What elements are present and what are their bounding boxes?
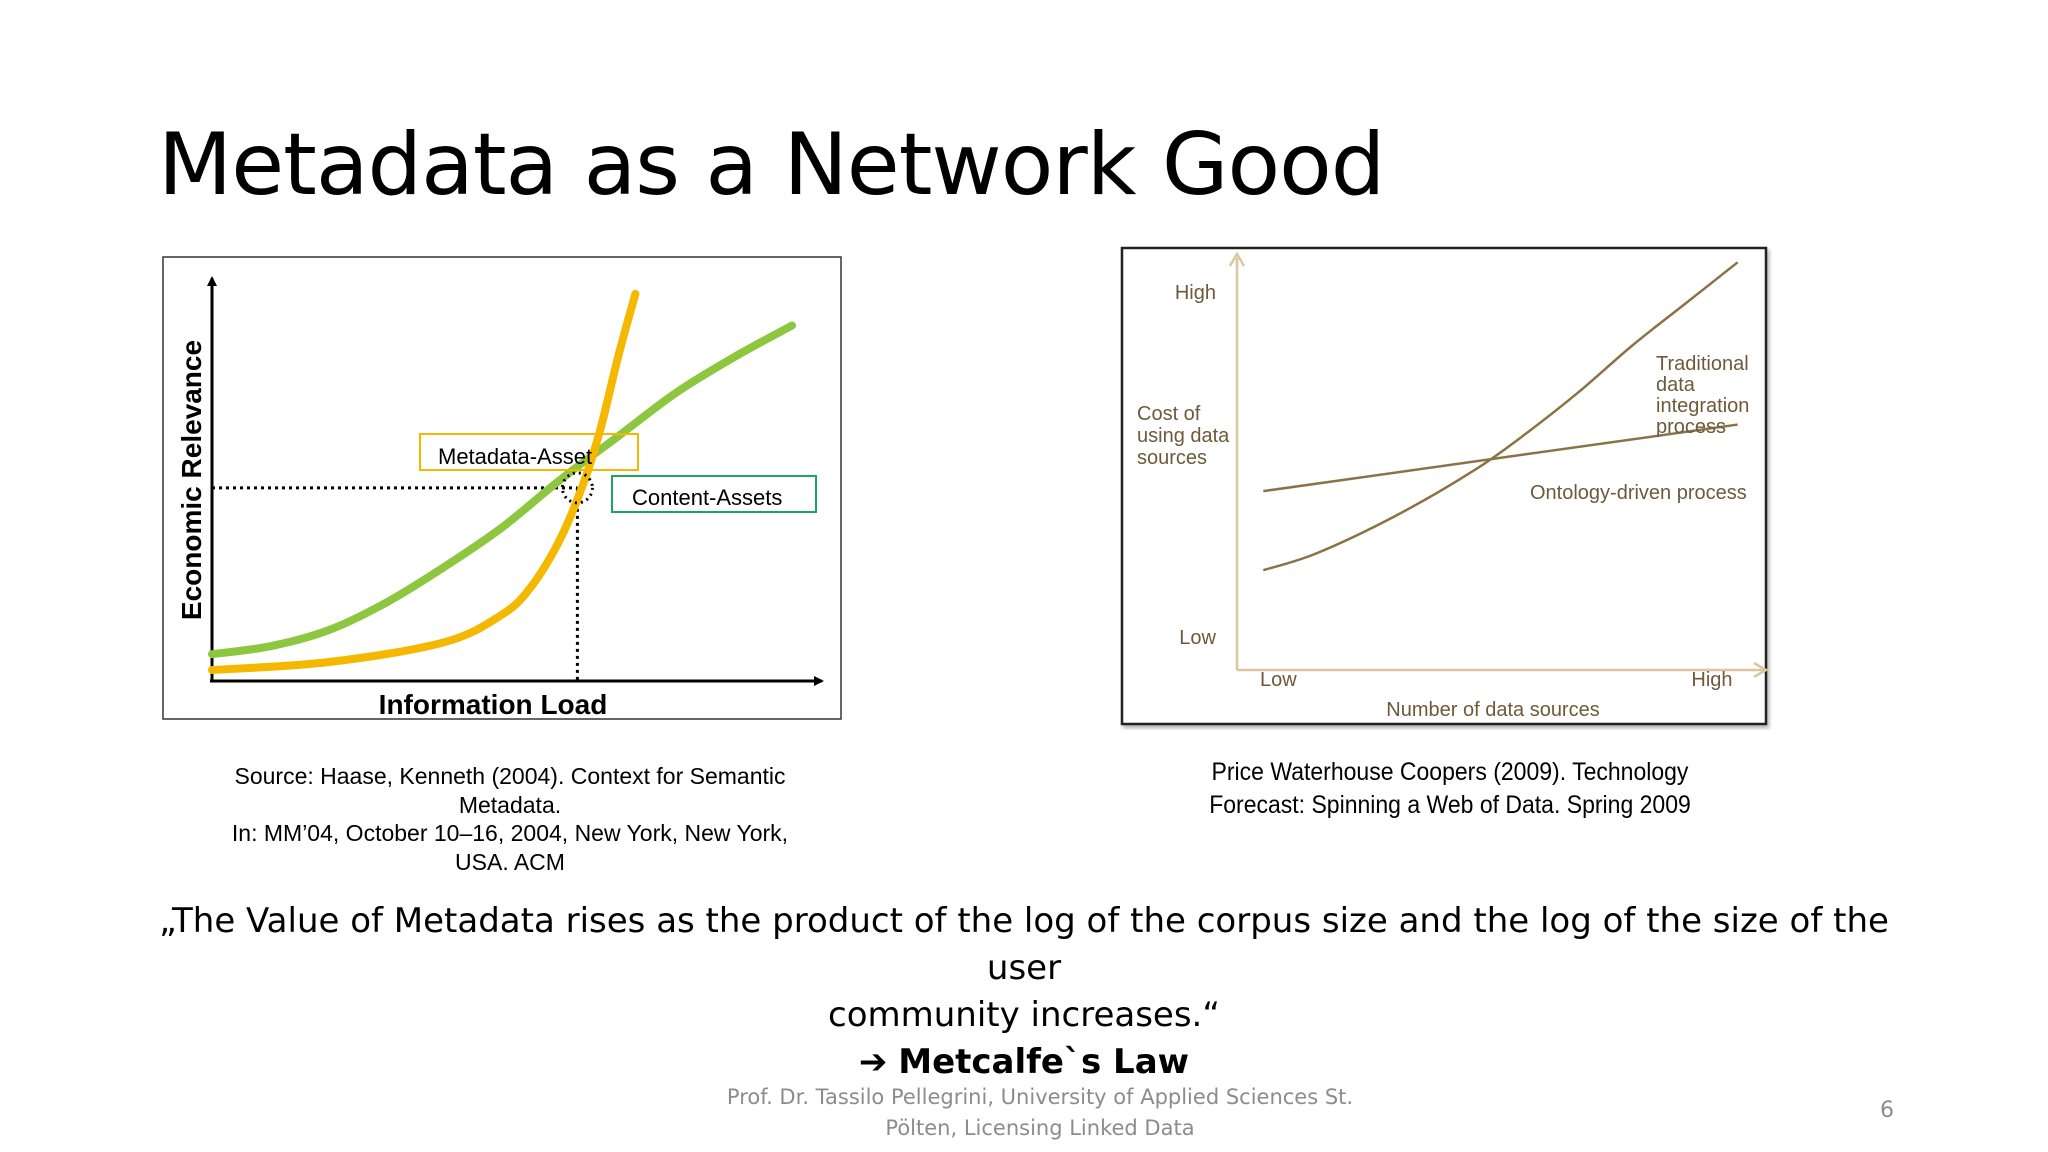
law-name: Metcalfe`s Law <box>898 1042 1190 1082</box>
cost-chart-svg: High Low Low High Number of data sources… <box>1120 246 1769 726</box>
intersection-marker <box>560 471 594 505</box>
arrow-right-icon: ➔ <box>858 1042 888 1082</box>
x-axis-label: Information Load <box>379 689 608 720</box>
caption-left-line: USA. ACM <box>455 848 565 875</box>
slide-title: Metadata as a Network Good <box>158 115 1385 215</box>
annotation-metadata-asset: Metadata-Asset <box>438 444 592 469</box>
series-traditional <box>1262 261 1739 572</box>
x-tick-high: High <box>1691 669 1732 691</box>
chart-frame <box>1120 246 1768 726</box>
annotation-content-assets: Content-Assets <box>632 485 782 510</box>
y-axis-label: Cost of using data sources <box>1137 403 1235 469</box>
quote-line: „The Value of Metadata rises as the prod… <box>159 901 1889 988</box>
series-content-assets <box>208 321 796 659</box>
x-axis-arrow <box>1753 661 1769 679</box>
label-traditional: Traditional data integration process <box>1656 353 1755 438</box>
annotation-box-content <box>611 475 817 513</box>
law-line: ➔ Metcalfe`s Law <box>150 1039 1898 1086</box>
series-metadata-asset <box>208 289 640 674</box>
caption-left-line: Source: Haase, Kenneth (2004). Context f… <box>234 763 786 789</box>
quote-line: community increases.“ <box>828 995 1220 1035</box>
caption-right-line: Price Waterhouse Coopers (2009). Technol… <box>1211 758 1689 786</box>
caption-left-line: Metadata. <box>458 791 562 818</box>
caption-right-line: Forecast: Spinning a Web of Data. Spring… <box>1209 791 1691 819</box>
annotation-box-metadata <box>419 433 639 471</box>
footer-line: Pölten, Licensing Linked Data <box>885 1116 1195 1140</box>
footer: Prof. Dr. Tassilo Pellegrini, University… <box>700 1082 1380 1144</box>
caption-left-line: In: MM’04, October 10–16, 2004, New York… <box>231 820 789 846</box>
y-tick-low: Low <box>1179 627 1216 649</box>
caption-right: Price Waterhouse Coopers (2009). Technol… <box>1192 756 1707 822</box>
caption-left: Source: Haase, Kenneth (2004). Context f… <box>190 762 830 876</box>
metadata-chart-svg: Metadata-Asset Content-Assets Informatio… <box>162 256 842 720</box>
footer-line: Prof. Dr. Tassilo Pellegrini, University… <box>726 1085 1354 1109</box>
page-number: 6 <box>1880 1098 1894 1123</box>
quote-block: „The Value of Metadata rises as the prod… <box>150 898 1898 1086</box>
y-axis-label: Economic Relevance <box>176 340 207 620</box>
x-tick-low: Low <box>1260 669 1297 691</box>
y-tick-high: High <box>1175 282 1216 304</box>
y-axis-arrow <box>1228 251 1246 267</box>
metadata-network-chart: Metadata-Asset Content-Assets Informatio… <box>162 256 842 720</box>
data-integration-cost-chart: High Low Low High Number of data sources… <box>1120 246 1772 730</box>
x-axis-label: Number of data sources <box>1386 699 1599 721</box>
label-ontology: Ontology-driven process <box>1530 482 1747 504</box>
series-ontology <box>1263 423 1738 493</box>
